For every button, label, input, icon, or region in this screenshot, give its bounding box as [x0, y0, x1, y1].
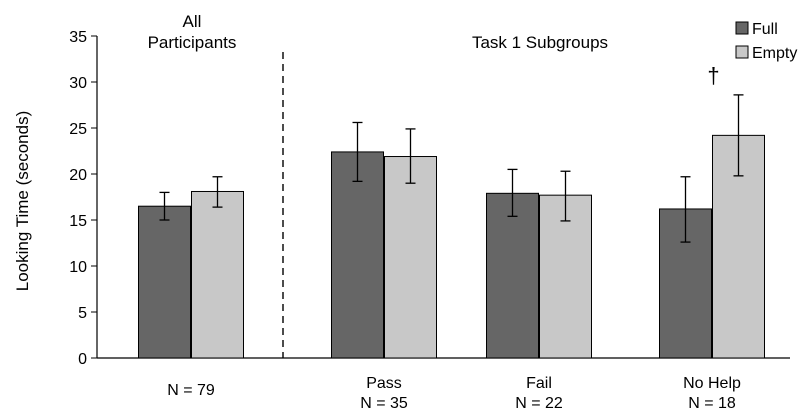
axes: 0 5 10 15 20 25 30 35 Looking Time (seconds): [13, 29, 790, 368]
category-label: N = 35: [360, 395, 408, 412]
y-tick-label: 30: [69, 75, 87, 92]
group-label-all-participants: All: [183, 12, 202, 31]
category-label: No Help: [683, 375, 741, 392]
bar-full-1: [331, 151, 384, 359]
y-tick-label: 10: [69, 259, 87, 276]
y-axis-title: Looking Time (seconds): [13, 111, 32, 291]
bar-empty-0: [191, 190, 244, 359]
legend-swatch-empty: [735, 45, 749, 59]
category-label: N = 22: [515, 395, 563, 412]
y-tick-label: 20: [69, 167, 87, 184]
group-label-task1-subgroups: Task 1 Subgroups: [472, 33, 608, 52]
bar-empty-1: [384, 156, 437, 359]
bars: [138, 134, 765, 359]
category-label: N = 18: [688, 395, 736, 412]
significance-marker: †: [707, 63, 719, 88]
bar-full-2: [486, 192, 539, 359]
labels: N = 79 Pass N = 35 Fail N = 22 No Help N = 18 A…: [148, 12, 741, 412]
y-tick-label: 0: [78, 351, 87, 368]
legend-label-empty: Empty: [752, 45, 797, 62]
error-bars: [159, 94, 744, 243]
legend: Full Empty: [735, 21, 797, 62]
bar-full-0: [138, 205, 191, 359]
legend-swatch-full: [735, 21, 749, 35]
group-label-all-participants: Participants: [148, 33, 237, 52]
category-label: Fail: [526, 375, 552, 392]
category-label: N = 79: [167, 382, 215, 399]
y-tick-label: 5: [78, 305, 87, 322]
legend-label-full: Full: [752, 21, 778, 38]
category-label: Pass: [366, 375, 402, 392]
bar-empty-2: [539, 194, 592, 359]
y-tick-label: 35: [69, 29, 87, 46]
y-tick-label: 25: [69, 121, 87, 138]
y-tick-label: 15: [69, 213, 87, 230]
